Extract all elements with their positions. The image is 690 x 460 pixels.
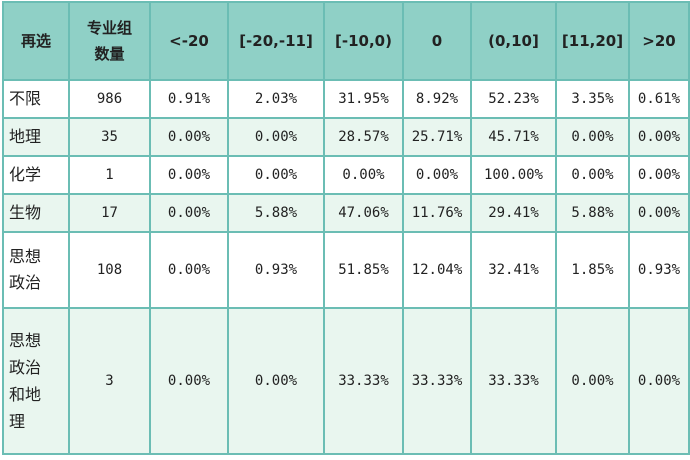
table-cell: 0.93% — [227, 231, 325, 309]
table-cell: 29.41% — [470, 193, 557, 233]
table-cell: 100.00% — [470, 155, 557, 195]
table-cell: 0.00% — [149, 155, 229, 195]
row-category: 生物 — [2, 193, 70, 233]
row-count: 986 — [68, 79, 151, 119]
header-range-gt20: >20 — [628, 1, 690, 81]
table-cell: 0.00% — [149, 307, 229, 455]
header-row: 再选 专业组 数量 <-20 [-20,-11] [-10,0) 0 (0,10… — [2, 1, 690, 81]
table-cell: 52.23% — [470, 79, 557, 119]
table-cell: 33.33% — [402, 307, 472, 455]
table-row: 思想 政治 和地 理 3 0.00% 0.00% 33.33% 33.33% 3… — [2, 307, 690, 455]
table-cell: 0.00% — [149, 231, 229, 309]
table-cell: 32.41% — [470, 231, 557, 309]
table-cell: 0.00% — [555, 155, 630, 195]
table-cell: 0.00% — [555, 307, 630, 455]
table-cell: 11.76% — [402, 193, 472, 233]
table-cell: 47.06% — [323, 193, 404, 233]
table-cell: 0.00% — [628, 117, 690, 157]
row-count: 35 — [68, 117, 151, 157]
table-row: 生物 17 0.00% 5.88% 47.06% 11.76% 29.41% 5… — [2, 193, 690, 233]
header-range-11-20: [11,20] — [555, 1, 630, 81]
table-cell: 8.92% — [402, 79, 472, 119]
row-category: 思想 政治 和地 理 — [2, 307, 70, 455]
table-cell: 0.00% — [628, 193, 690, 233]
table-cell: 31.95% — [323, 79, 404, 119]
table-cell: 0.00% — [323, 155, 404, 195]
table-cell: 33.33% — [470, 307, 557, 455]
table-cell: 45.71% — [470, 117, 557, 157]
header-range-minus20-minus11: [-20,-11] — [227, 1, 325, 81]
table-cell: 0.00% — [555, 117, 630, 157]
table-cell: 5.88% — [227, 193, 325, 233]
table-cell: 1.85% — [555, 231, 630, 309]
header-range-0-10: (0,10] — [470, 1, 557, 81]
table-row: 不限 986 0.91% 2.03% 31.95% 8.92% 52.23% 3… — [2, 79, 690, 119]
header-range-lt-minus20: <-20 — [149, 1, 229, 81]
header-group-count: 专业组 数量 — [68, 1, 151, 81]
table-cell: 5.88% — [555, 193, 630, 233]
table-row: 地理 35 0.00% 0.00% 28.57% 25.71% 45.71% 0… — [2, 117, 690, 157]
table-cell: 0.00% — [402, 155, 472, 195]
table-cell: 33.33% — [323, 307, 404, 455]
row-category: 化学 — [2, 155, 70, 195]
table-cell: 51.85% — [323, 231, 404, 309]
row-count: 17 — [68, 193, 151, 233]
header-range-0: 0 — [402, 1, 472, 81]
row-category: 思想 政治 — [2, 231, 70, 309]
row-count: 1 — [68, 155, 151, 195]
row-count: 3 — [68, 307, 151, 455]
table-cell: 3.35% — [555, 79, 630, 119]
table-cell: 0.00% — [628, 155, 690, 195]
header-reselect: 再选 — [2, 1, 70, 81]
header-range-minus10-0: [-10,0) — [323, 1, 404, 81]
row-count: 108 — [68, 231, 151, 309]
table-cell: 25.71% — [402, 117, 472, 157]
table-cell: 0.00% — [149, 117, 229, 157]
row-category: 不限 — [2, 79, 70, 119]
table-cell: 0.93% — [628, 231, 690, 309]
table-cell: 28.57% — [323, 117, 404, 157]
table-cell: 0.91% — [149, 79, 229, 119]
table-cell: 0.61% — [628, 79, 690, 119]
table-cell: 0.00% — [227, 307, 325, 455]
table-row: 化学 1 0.00% 0.00% 0.00% 0.00% 100.00% 0.0… — [2, 155, 690, 195]
table-cell: 0.00% — [227, 117, 325, 157]
table-cell: 0.00% — [149, 193, 229, 233]
table-cell: 12.04% — [402, 231, 472, 309]
table-cell: 0.00% — [227, 155, 325, 195]
table-cell: 2.03% — [227, 79, 325, 119]
table-cell: 0.00% — [628, 307, 690, 455]
row-category: 地理 — [2, 117, 70, 157]
table-row: 思想 政治 108 0.00% 0.93% 51.85% 12.04% 32.4… — [2, 231, 690, 309]
